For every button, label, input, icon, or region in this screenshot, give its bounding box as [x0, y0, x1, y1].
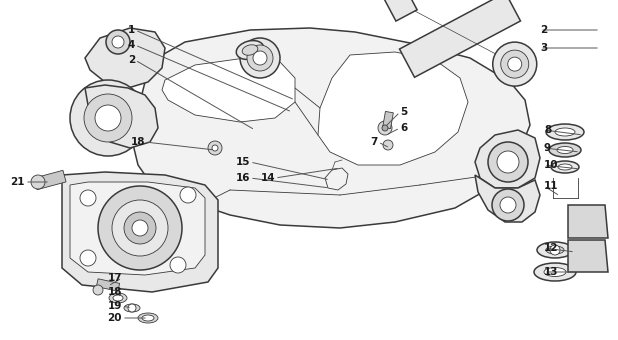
Circle shape [501, 50, 529, 78]
Text: 15: 15 [235, 157, 250, 167]
Polygon shape [399, 0, 520, 77]
Circle shape [124, 212, 156, 244]
Ellipse shape [242, 45, 258, 55]
Circle shape [180, 187, 196, 203]
Text: 20: 20 [108, 313, 122, 323]
Polygon shape [85, 28, 165, 88]
Text: 18: 18 [130, 137, 145, 147]
Circle shape [208, 141, 222, 155]
Circle shape [247, 45, 273, 71]
Text: 13: 13 [544, 267, 559, 277]
Polygon shape [62, 172, 218, 292]
Polygon shape [85, 85, 158, 148]
Circle shape [170, 257, 186, 273]
Circle shape [93, 285, 103, 295]
Text: 9: 9 [544, 143, 551, 153]
Ellipse shape [109, 293, 127, 303]
Circle shape [212, 145, 218, 151]
Text: 3: 3 [540, 43, 548, 53]
Polygon shape [568, 205, 608, 238]
Text: 7: 7 [371, 137, 378, 147]
Circle shape [240, 38, 280, 78]
Ellipse shape [546, 246, 564, 254]
Polygon shape [70, 182, 205, 275]
Circle shape [492, 189, 524, 221]
Circle shape [378, 121, 392, 135]
Circle shape [80, 250, 96, 266]
Circle shape [382, 125, 388, 131]
Polygon shape [383, 112, 393, 129]
Circle shape [132, 220, 148, 236]
Text: 16: 16 [235, 173, 250, 183]
Ellipse shape [555, 128, 575, 136]
Text: 21: 21 [11, 177, 25, 187]
Polygon shape [475, 130, 540, 188]
Circle shape [383, 140, 393, 150]
Text: 19: 19 [108, 301, 122, 311]
Text: 12: 12 [544, 243, 559, 253]
Ellipse shape [549, 143, 581, 157]
Polygon shape [34, 170, 66, 190]
Ellipse shape [124, 304, 140, 312]
Ellipse shape [544, 268, 566, 276]
Circle shape [112, 200, 168, 256]
Text: 10: 10 [544, 160, 559, 170]
Text: 1: 1 [128, 25, 135, 35]
Text: 18: 18 [108, 287, 122, 297]
Circle shape [497, 151, 519, 173]
Text: 8: 8 [544, 125, 551, 135]
Text: 11: 11 [544, 181, 559, 191]
Circle shape [98, 186, 182, 270]
Circle shape [488, 142, 528, 182]
Circle shape [70, 80, 146, 156]
Ellipse shape [558, 164, 572, 170]
Text: 2: 2 [128, 55, 135, 65]
Polygon shape [318, 52, 468, 165]
Ellipse shape [551, 161, 579, 173]
Polygon shape [162, 58, 295, 122]
Polygon shape [475, 175, 540, 222]
Circle shape [80, 190, 96, 206]
Circle shape [493, 42, 537, 86]
Ellipse shape [113, 295, 123, 301]
Polygon shape [568, 240, 608, 272]
Text: 2: 2 [540, 25, 548, 35]
Ellipse shape [534, 263, 576, 281]
Ellipse shape [138, 313, 158, 323]
Ellipse shape [142, 315, 154, 321]
Text: 5: 5 [400, 107, 407, 117]
Circle shape [253, 51, 267, 65]
Circle shape [84, 94, 132, 142]
Polygon shape [96, 279, 120, 291]
Circle shape [508, 57, 522, 71]
Text: 17: 17 [108, 273, 122, 283]
Circle shape [31, 175, 45, 189]
Circle shape [95, 105, 121, 131]
Ellipse shape [537, 242, 573, 258]
Polygon shape [132, 28, 530, 228]
Circle shape [128, 304, 136, 312]
Circle shape [550, 245, 560, 255]
Circle shape [500, 197, 516, 213]
Text: 6: 6 [400, 123, 407, 133]
Text: 4: 4 [128, 40, 135, 50]
Text: 14: 14 [260, 173, 275, 183]
Ellipse shape [546, 124, 584, 140]
Ellipse shape [557, 147, 573, 153]
Ellipse shape [236, 40, 264, 60]
Polygon shape [383, 0, 417, 21]
Circle shape [112, 36, 124, 48]
Circle shape [106, 30, 130, 54]
